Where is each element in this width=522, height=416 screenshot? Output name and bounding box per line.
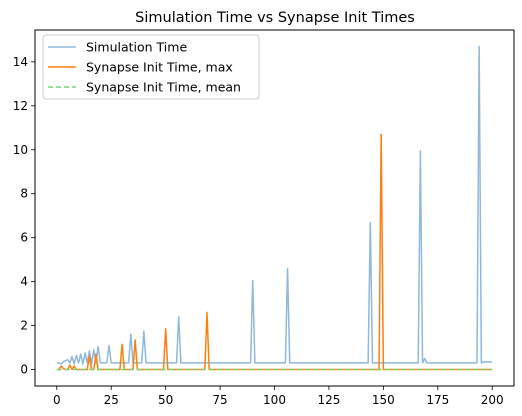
x-tick-label: 100 bbox=[263, 393, 286, 407]
y-tick-label: 14 bbox=[13, 55, 28, 69]
chart-title: Simulation Time vs Synapse Init Times bbox=[135, 10, 415, 26]
y-tick-label: 10 bbox=[13, 143, 28, 157]
y-tick-label: 6 bbox=[20, 231, 28, 245]
x-tick-label: 75 bbox=[212, 393, 227, 407]
series-line-0 bbox=[56, 45, 493, 365]
series-lines bbox=[56, 45, 493, 371]
y-tick-label: 8 bbox=[20, 187, 28, 201]
legend-label-0: Simulation Time bbox=[86, 40, 187, 55]
x-axis-ticks: 0 25 50 75 100 125 150 175 200 bbox=[53, 386, 504, 407]
x-tick-label: 50 bbox=[158, 393, 173, 407]
y-tick-label: 2 bbox=[20, 319, 28, 333]
legend-label-2: Synapse Init Time, mean bbox=[86, 80, 241, 95]
y-tick-label: 4 bbox=[20, 275, 28, 289]
x-tick-label: 125 bbox=[317, 393, 340, 407]
x-tick-label: 175 bbox=[426, 393, 449, 407]
legend-box bbox=[42, 34, 260, 100]
legend: Simulation Time Synapse Init Time, max Syn… bbox=[42, 34, 260, 100]
x-tick-label: 25 bbox=[104, 393, 119, 407]
y-tick-label: 0 bbox=[20, 363, 28, 377]
x-tick-label: 0 bbox=[53, 393, 61, 407]
legend-label-1: Synapse Init Time, max bbox=[86, 60, 233, 75]
x-tick-label: 150 bbox=[372, 393, 395, 407]
y-axis-ticks: 0 2 4 6 8 10 12 14 bbox=[13, 55, 35, 377]
y-tick-label: 12 bbox=[13, 99, 28, 113]
x-tick-label: 200 bbox=[481, 393, 504, 407]
series-line-1 bbox=[56, 133, 493, 371]
